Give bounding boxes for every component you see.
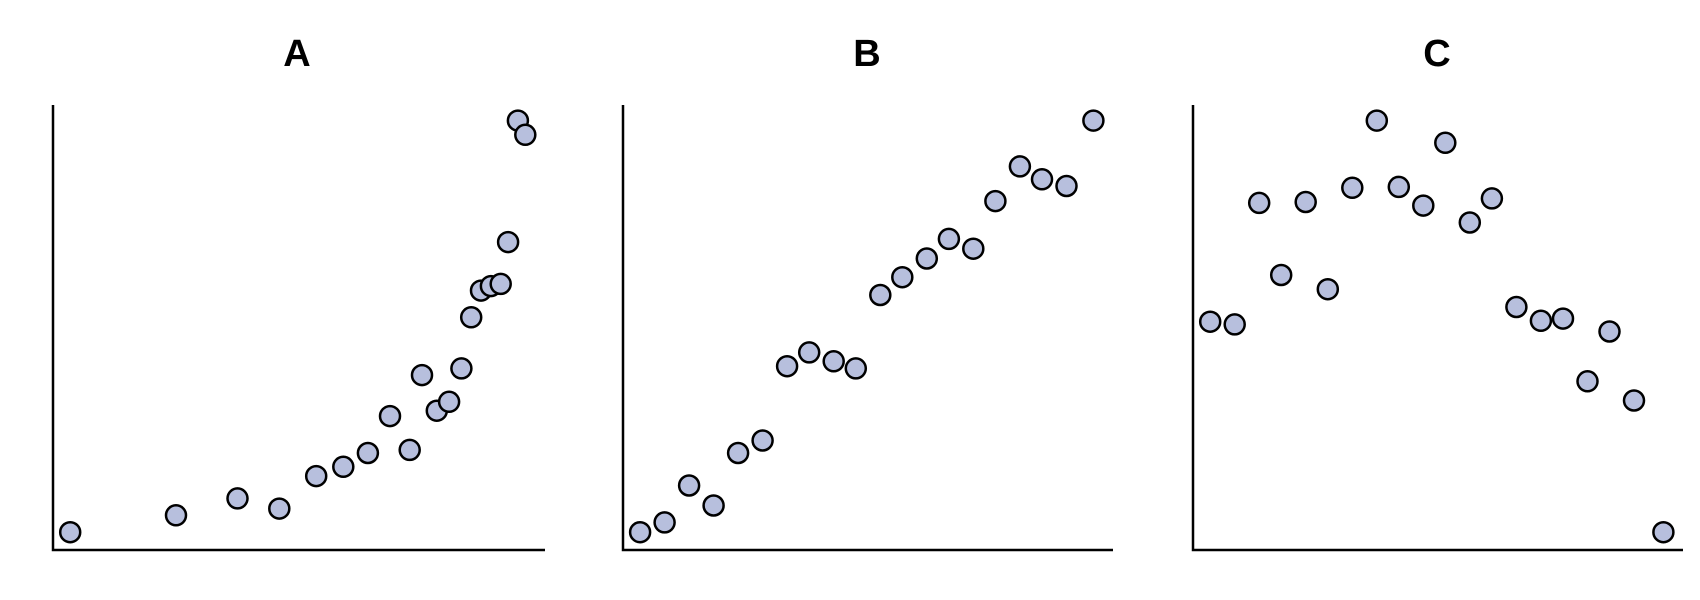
- panel-a-point-5: [304, 464, 328, 488]
- panel-b-point-5: [726, 441, 750, 465]
- panel-b-point-16: [984, 189, 1007, 213]
- panel-b-point-13: [915, 247, 939, 270]
- panel-b-axes: [621, 105, 1113, 552]
- panel-a-point-12: [437, 390, 461, 414]
- panel-c-point-15: [1529, 309, 1553, 333]
- panel-c-point-3: [1247, 191, 1271, 215]
- panel-a-title: A: [283, 33, 310, 75]
- panel-a-point-20: [514, 123, 537, 147]
- panel-b-points: [628, 109, 1105, 544]
- panel-b-point-9: [822, 350, 845, 373]
- panel-b-point-10: [844, 357, 868, 380]
- panel-b-point-15: [962, 237, 985, 260]
- panel-c-title: C: [1423, 33, 1450, 75]
- panel-c-point-18: [1598, 320, 1621, 343]
- panel-b-point-2: [653, 511, 676, 534]
- panel-a: A: [51, 33, 545, 552]
- panel-c-point-1: [1198, 310, 1222, 333]
- panel-a-point-7: [356, 441, 380, 465]
- panel-b-point-19: [1055, 174, 1078, 198]
- panel-b-point-20: [1082, 109, 1105, 132]
- panel-a-axes: [51, 105, 545, 552]
- panel-c-point-9: [1387, 175, 1411, 199]
- panel-a-point-17: [489, 272, 512, 296]
- panel-c-point-13: [1480, 187, 1504, 210]
- panel-c-point-8: [1365, 109, 1389, 132]
- panel-b: B: [621, 33, 1113, 552]
- panel-b-point-4: [702, 494, 725, 517]
- panel-c-point-14: [1505, 295, 1528, 319]
- panel-a-point-4: [268, 497, 291, 520]
- panel-c-point-5: [1294, 190, 1317, 214]
- panel-b-point-7: [775, 354, 799, 378]
- panel-b-point-11: [869, 283, 892, 307]
- panel-a-point-2: [164, 504, 188, 527]
- panel-a-point-1: [58, 520, 82, 544]
- panel-a-point-14: [459, 306, 483, 329]
- panel-c-point-7: [1341, 176, 1364, 200]
- panel-a-points: [58, 109, 537, 544]
- panel-c-point-12: [1458, 211, 1482, 234]
- panel-a-point-3: [226, 487, 249, 510]
- panel-a-point-6: [332, 455, 355, 479]
- panel-b-title: B: [853, 33, 880, 75]
- panel-c-point-10: [1412, 194, 1435, 217]
- panel-a-point-8: [378, 404, 402, 428]
- panel-b-point-12: [891, 265, 914, 289]
- panel-c-points: [1198, 109, 1675, 544]
- panel-c: C: [1191, 33, 1683, 552]
- panel-b-point-1: [628, 520, 652, 544]
- panel-a-point-9: [398, 438, 421, 462]
- panel-b-point-8: [797, 341, 821, 364]
- panel-c-point-16: [1551, 307, 1575, 330]
- panel-a-point-18: [496, 230, 520, 254]
- panel-c-axes: [1191, 105, 1683, 552]
- panel-c-point-4: [1269, 263, 1293, 287]
- panel-b-point-18: [1030, 168, 1054, 191]
- panel-b-point-6: [751, 429, 774, 452]
- panel-a-point-13: [450, 357, 473, 380]
- panel-c-point-19: [1622, 389, 1646, 412]
- panel-c-point-6: [1316, 277, 1340, 301]
- panel-b-point-14: [937, 227, 961, 251]
- panel-a-point-10: [410, 363, 434, 387]
- panel-b-point-17: [1008, 155, 1032, 178]
- panel-b-point-3: [677, 474, 701, 497]
- panel-c-point-11: [1434, 131, 1457, 155]
- panel-c-point-17: [1576, 370, 1599, 393]
- panel-c-point-2: [1223, 313, 1246, 336]
- panel-c-point-20: [1652, 520, 1675, 544]
